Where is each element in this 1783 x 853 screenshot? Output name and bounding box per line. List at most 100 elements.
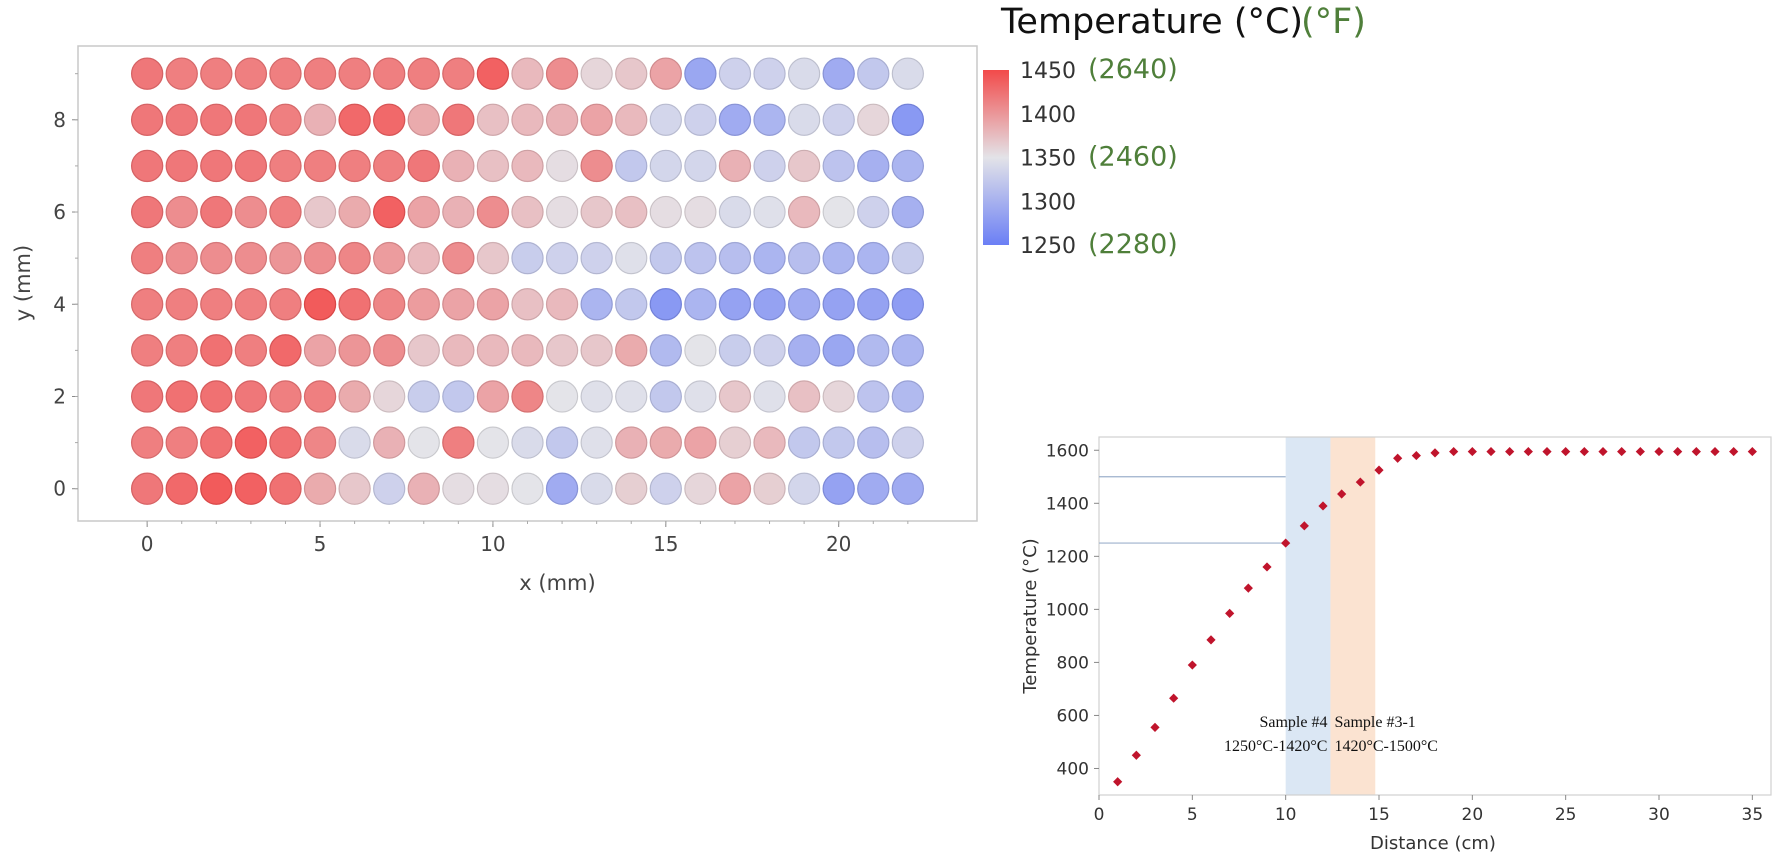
heatmap-bubble	[303, 149, 337, 183]
heatmap-bubble	[545, 472, 579, 505]
heatmap-bubble	[269, 472, 302, 505]
heatmap-bubble	[649, 334, 683, 367]
heatmap-bubble	[338, 57, 371, 90]
heatmap-bubble	[476, 241, 510, 275]
heatmap-bubble	[234, 57, 268, 90]
heatmap-bubble	[442, 288, 475, 321]
heatmap-bubble-outline	[407, 196, 440, 229]
heatmap-bubble	[269, 149, 302, 183]
heatmap-bubble-outline	[891, 103, 924, 136]
heatmap-bubble	[857, 426, 890, 459]
color-scale-fahrenheit-label: (2460)	[1088, 142, 1178, 173]
heatmap-bubble	[580, 149, 613, 183]
heatmap-bubble-outline	[234, 334, 267, 367]
heatmap-bubble	[857, 288, 890, 321]
heatmap-bubble-outline	[165, 57, 198, 90]
heatmap-bubble-outline	[200, 288, 233, 321]
band-label-name: Sample #3-1	[1334, 714, 1415, 731]
heatmap-bubble-outline	[407, 103, 440, 136]
heatmap-bubble	[649, 103, 683, 136]
heatmap-bubble-outline	[718, 242, 751, 275]
scatter-point	[1318, 501, 1328, 511]
heatmap-bubble	[615, 149, 648, 183]
legend-title-fahrenheit: (°F)	[1301, 2, 1366, 42]
scatter-point	[1747, 446, 1757, 457]
heatmap-bubble	[649, 149, 683, 183]
legend-title-celsius: Temperature (°C)	[1000, 2, 1303, 42]
heatmap-bubble-outline	[615, 196, 648, 229]
heatmap-bubble-outline	[165, 103, 198, 136]
heatmap-bubble-outline	[580, 426, 613, 459]
heatmap-bubble-outline	[338, 57, 371, 90]
heatmap-bubble	[891, 288, 925, 321]
heatmap-bubble	[511, 380, 544, 413]
heatmap-bubble	[165, 195, 198, 229]
heatmap-bubble-outline	[511, 242, 544, 275]
color-scale-bar	[983, 70, 1009, 245]
heatmap-bubble	[269, 103, 302, 136]
heatmap-bubble	[718, 57, 752, 90]
heatmap-bubble-outline	[234, 472, 267, 505]
heatmap-bubble-outline	[857, 380, 890, 413]
heatmap-bubble	[130, 472, 164, 505]
heatmap-bubble-outline	[234, 380, 267, 413]
heatmap-bubble	[684, 57, 717, 90]
heatmap-bubble-outline	[234, 288, 267, 321]
heatmap-bubble	[442, 426, 475, 459]
heatmap-bubble	[545, 103, 579, 136]
heatmap-bubble-outline	[373, 196, 406, 229]
heatmap-bubble	[442, 334, 475, 367]
heatmap-bubble	[372, 426, 406, 459]
heatmap-bubble	[269, 195, 302, 229]
heatmap-bubble-outline	[511, 288, 544, 321]
heatmap-bubble	[511, 241, 544, 275]
heatmap-bubble-outline	[165, 380, 198, 413]
scatter-point	[1131, 750, 1141, 760]
scatter-point	[1505, 446, 1515, 457]
heatmap-bubble-outline	[338, 380, 371, 413]
heatmap-bubble-outline	[649, 242, 682, 275]
heatmap-bubble	[338, 380, 371, 413]
heatmap-bubble-outline	[338, 472, 371, 505]
heatmap-bubble	[476, 426, 510, 459]
heatmap-x-axis-label: x (mm)	[519, 571, 595, 595]
heatmap-bubble-outline	[234, 196, 267, 229]
heatmap-bubble-outline	[753, 57, 786, 90]
sample-band	[1330, 437, 1376, 795]
heatmap-bubble	[338, 103, 371, 136]
heatmap-bubble-outline	[615, 288, 648, 321]
heatmap-bubble	[580, 241, 613, 275]
heatmap-bubble	[338, 149, 371, 183]
heatmap-bubble-outline	[684, 242, 717, 275]
heatmap-bubble	[753, 426, 786, 459]
heatmap-bubble-outline	[476, 472, 509, 505]
heatmap-bubble-outline	[407, 288, 440, 321]
heatmap-bubble	[891, 57, 925, 90]
heatmap-bubble-outline	[200, 149, 233, 182]
scatter-x-tick-label: 25	[1555, 805, 1577, 825]
heatmap-bubble	[442, 57, 475, 90]
scatter-point	[1561, 446, 1571, 457]
scatter-point	[1598, 446, 1608, 457]
scatter-point	[1691, 446, 1701, 457]
heatmap-bubble-outline	[788, 103, 821, 136]
heatmap-bubble-outline	[857, 196, 890, 229]
heatmap-bubble-outline	[511, 334, 544, 367]
heatmap-bubble	[822, 334, 855, 367]
heatmap-bubble-outline	[580, 472, 613, 505]
heatmap-bubble	[130, 103, 164, 136]
scatter-point	[1635, 446, 1645, 457]
heatmap-bubble	[234, 334, 268, 367]
heatmap-bubble	[165, 334, 198, 367]
color-scale-tick-label: 1250	[1020, 234, 1076, 259]
scatter-point	[1542, 446, 1552, 457]
heatmap-bubble-outline	[718, 57, 751, 90]
scatter-point	[1374, 465, 1384, 475]
heatmap-bubble-outline	[476, 103, 509, 136]
heatmap-bubble	[753, 241, 786, 275]
heatmap-bubble-outline	[891, 380, 924, 413]
heatmap-bubble	[787, 57, 821, 90]
heatmap-x-tick-label: 10	[480, 532, 505, 556]
heatmap-bubble-outline	[131, 149, 164, 182]
heatmap-bubble-outline	[788, 288, 821, 321]
